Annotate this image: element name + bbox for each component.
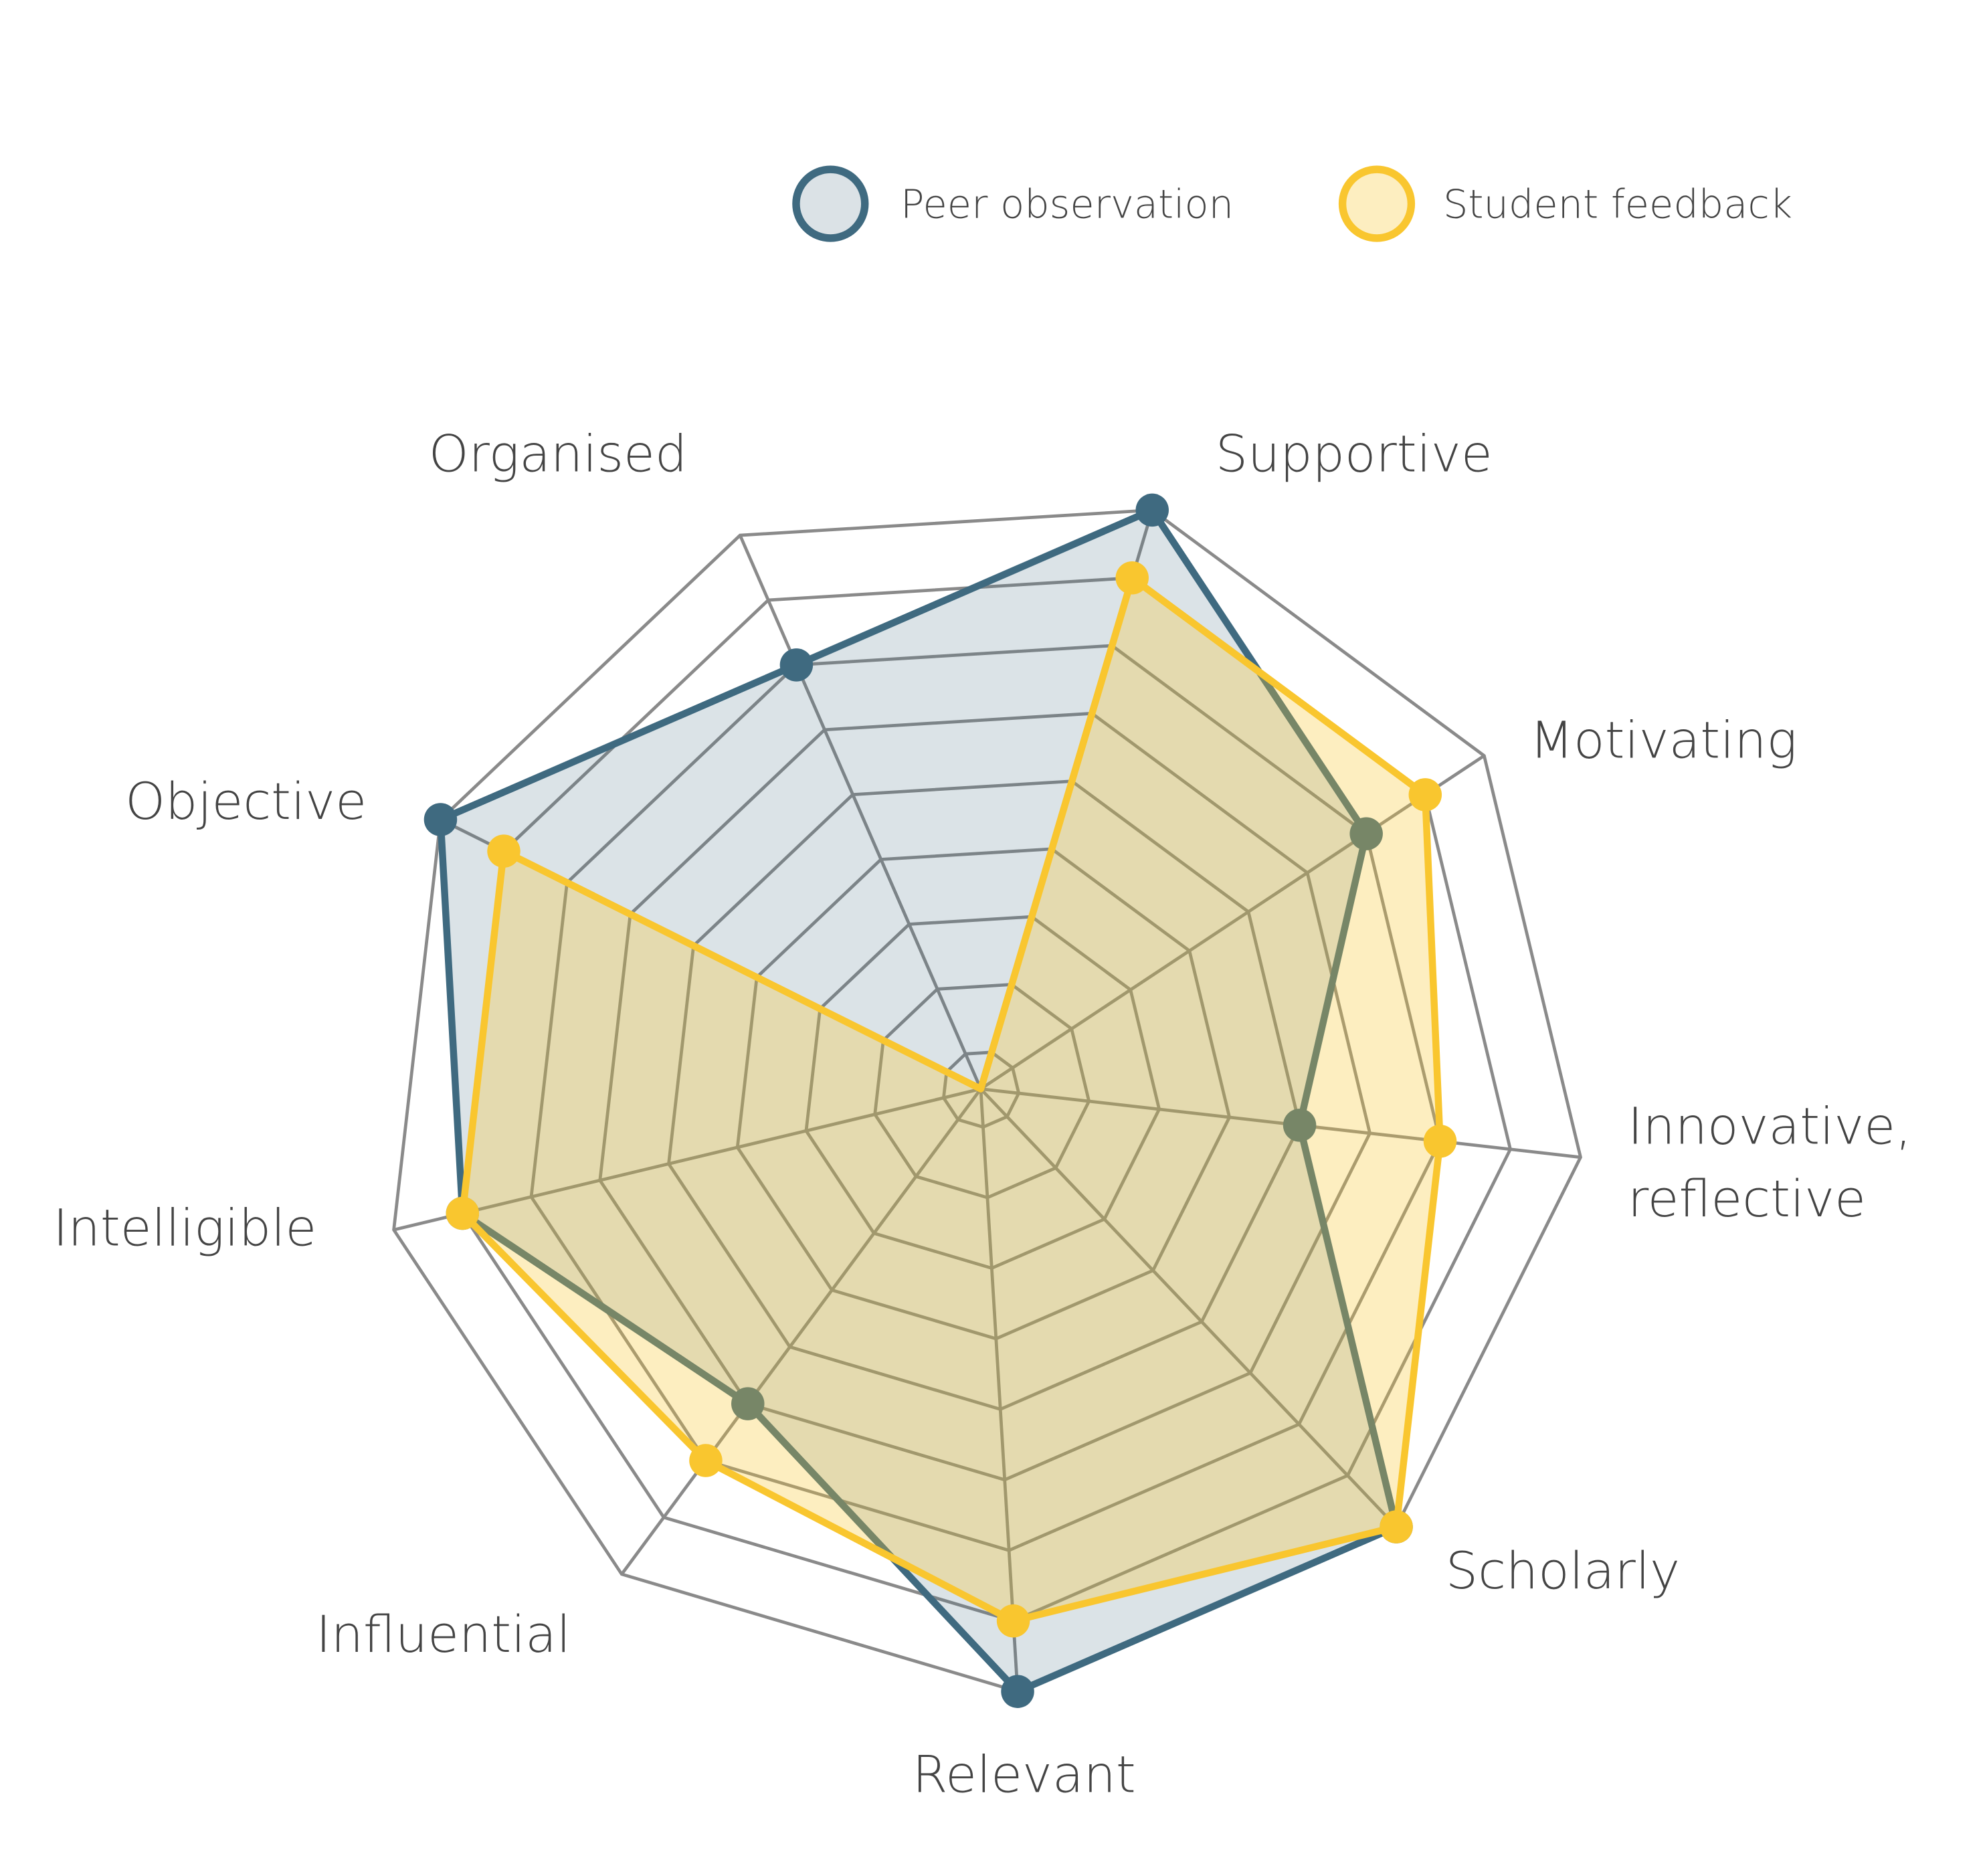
axis-label: Relevant bbox=[913, 1744, 1136, 1804]
legend-swatch-peer-observation bbox=[792, 165, 869, 242]
grid-spoke bbox=[738, 535, 983, 1090]
axis-label: Organised bbox=[429, 424, 687, 483]
grid-ring bbox=[735, 847, 1232, 1341]
grid-ring bbox=[667, 779, 1302, 1411]
axis-label: Supportive bbox=[1216, 424, 1493, 483]
radar-grid bbox=[392, 508, 1582, 1693]
grid-spoke bbox=[620, 1088, 982, 1576]
axis-label: Objective bbox=[125, 771, 367, 831]
grid-ring bbox=[460, 576, 1513, 1623]
grid-ring bbox=[873, 983, 1091, 1200]
data-point-student-feedback[interactable] bbox=[487, 834, 521, 868]
grid-ring bbox=[392, 508, 1582, 1693]
legend-label-student-feedback: Student feedback bbox=[1443, 181, 1792, 227]
grid-ring bbox=[941, 1050, 1021, 1129]
data-point-student-feedback[interactable] bbox=[689, 1444, 723, 1477]
series-layer bbox=[423, 493, 1457, 1708]
data-point-peer-observation[interactable] bbox=[779, 648, 814, 682]
grid-ring bbox=[804, 915, 1161, 1271]
grid-spoke bbox=[979, 1087, 1398, 1528]
grid-spoke bbox=[979, 1089, 1020, 1692]
legend-item-student-feedback[interactable]: Student feedback bbox=[1338, 165, 1792, 242]
data-point-peer-observation[interactable] bbox=[1135, 493, 1169, 527]
grid-ring bbox=[598, 711, 1372, 1482]
data-point-student-feedback[interactable] bbox=[996, 1604, 1030, 1638]
data-point-student-feedback[interactable] bbox=[1423, 1125, 1457, 1158]
legend: Peer observation Student feedback bbox=[792, 165, 1792, 242]
series-student-feedback bbox=[446, 561, 1457, 1638]
data-point-peer-observation[interactable] bbox=[423, 803, 458, 836]
grid-spoke bbox=[980, 1087, 1581, 1159]
series-peer-observation bbox=[423, 493, 1413, 1708]
data-point-peer-observation[interactable] bbox=[1001, 1675, 1034, 1708]
axis-label: Innovative, reflective bbox=[1628, 1096, 1911, 1228]
axis-labels: Supportive Motivating Innovative, reflectiv… bbox=[53, 424, 1911, 1804]
axis-label: Intelligible bbox=[53, 1198, 316, 1258]
grid-spoke bbox=[979, 754, 1485, 1091]
data-point-student-feedback[interactable] bbox=[446, 1196, 480, 1230]
legend-swatch-student-feedback bbox=[1338, 165, 1416, 242]
axis-label: Influential bbox=[316, 1604, 571, 1664]
data-point-peer-observation[interactable] bbox=[731, 1387, 765, 1420]
series-line-peer-observation bbox=[437, 506, 1400, 1695]
series-line-student-feedback bbox=[459, 574, 1444, 1624]
data-point-student-feedback[interactable] bbox=[1380, 1510, 1413, 1543]
legend-label-peer-observation: Peer observation bbox=[901, 181, 1234, 227]
data-point-peer-observation[interactable] bbox=[1349, 817, 1383, 850]
series-area-student-feedback bbox=[462, 577, 1440, 1621]
grid-ring bbox=[529, 644, 1442, 1552]
data-point-student-feedback[interactable] bbox=[1115, 561, 1149, 595]
grid-spoke bbox=[393, 1087, 981, 1232]
data-point-student-feedback[interactable] bbox=[1408, 778, 1442, 812]
legend-item-peer-observation[interactable]: Peer observation bbox=[792, 165, 1234, 242]
data-point-peer-observation[interactable] bbox=[1283, 1109, 1317, 1142]
axis-label: Motivating bbox=[1529, 711, 1797, 770]
series-area-peer-observation bbox=[440, 510, 1397, 1692]
axis-label: Scholarly bbox=[1446, 1541, 1680, 1600]
